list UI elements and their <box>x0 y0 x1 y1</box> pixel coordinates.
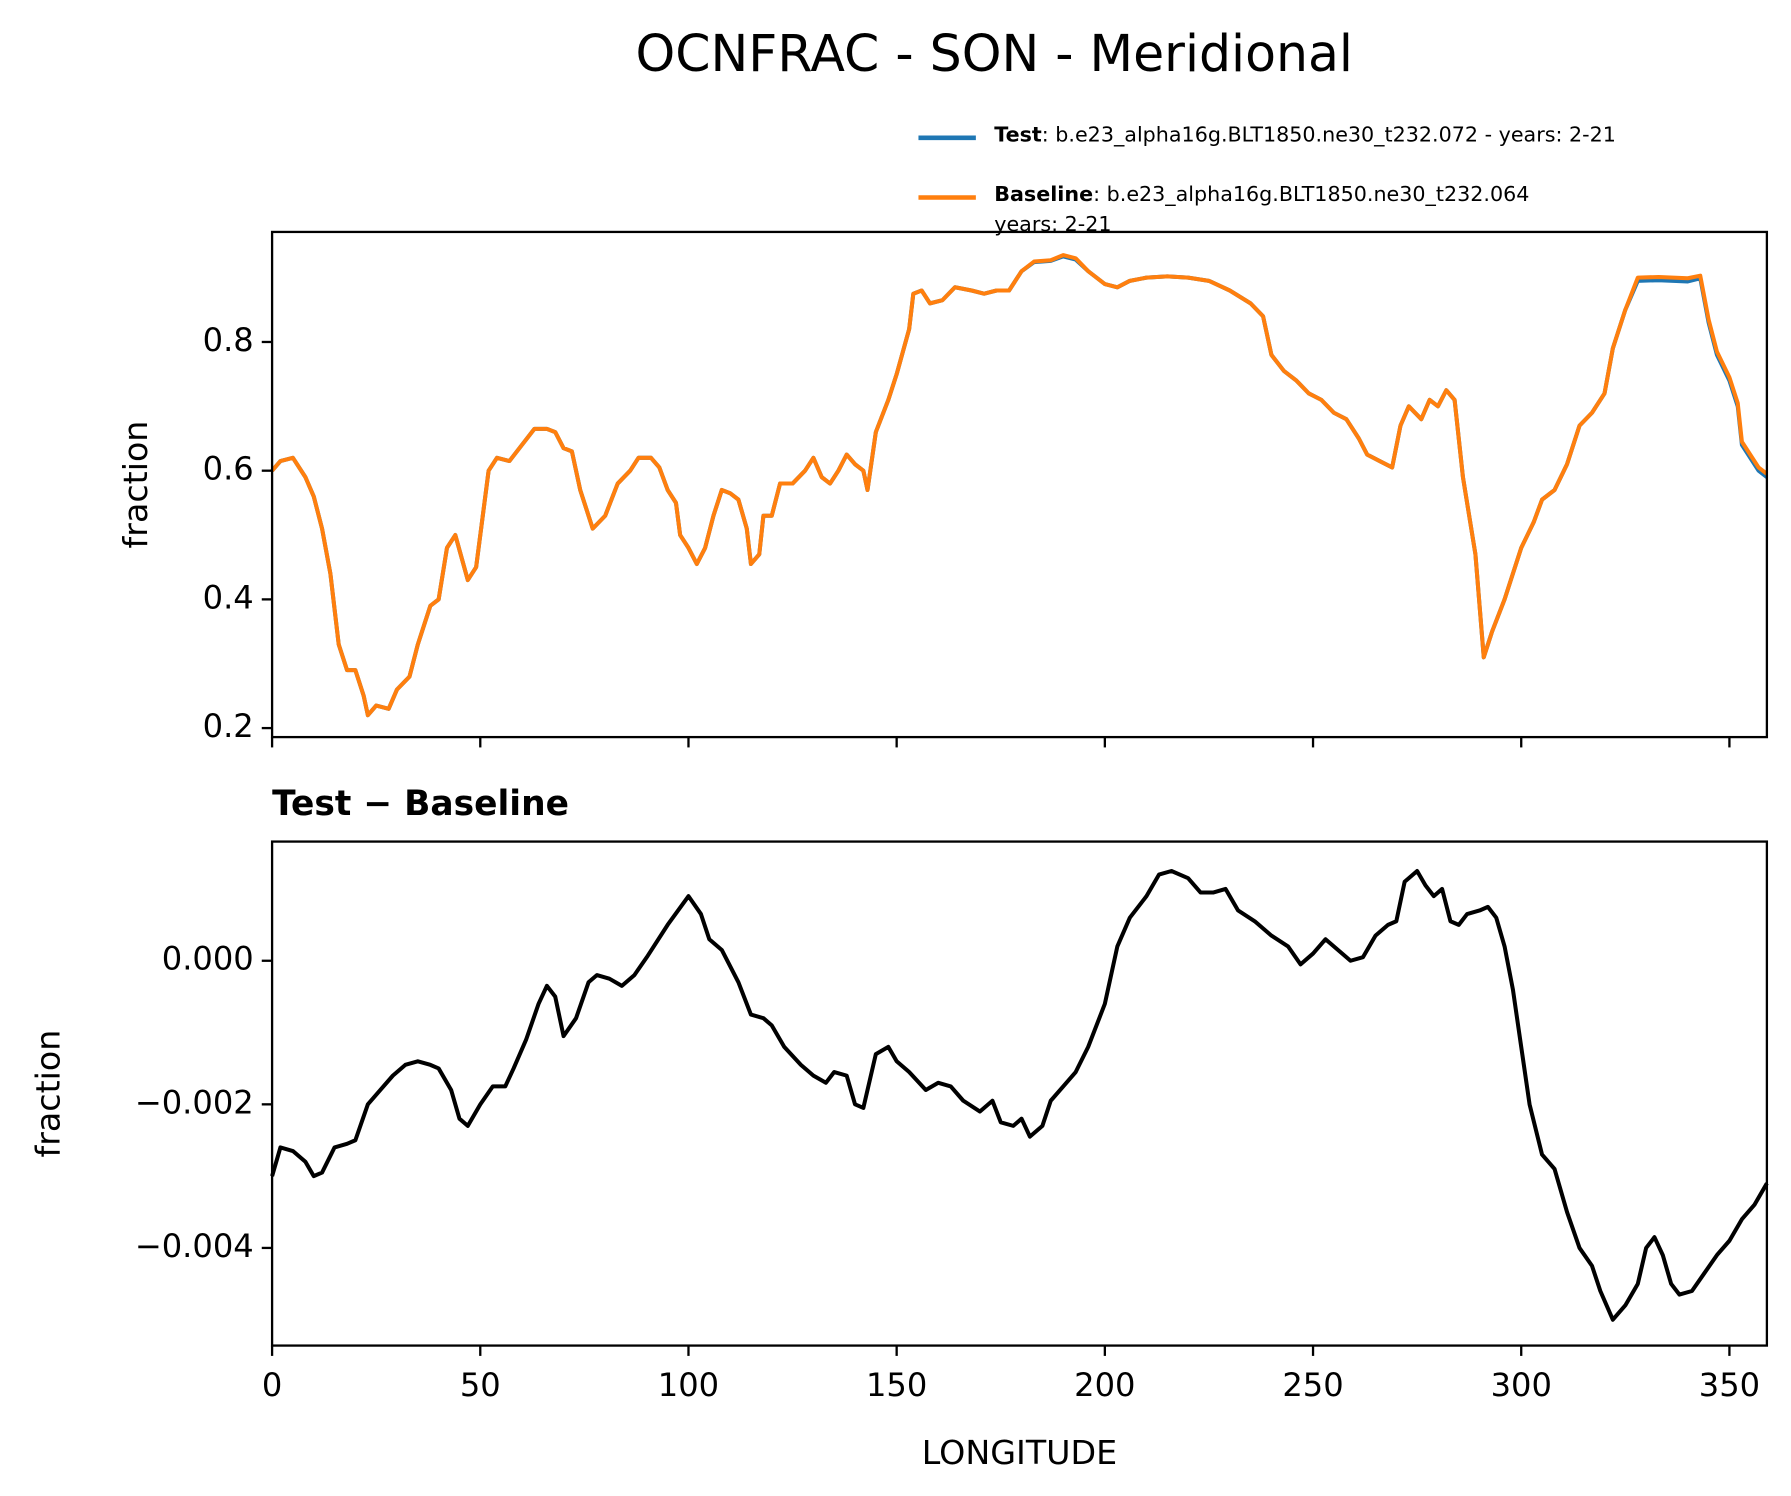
y-tick-label: 0.2 <box>203 707 254 745</box>
y-axis-label: fraction <box>29 1030 68 1158</box>
x-tick-label: 150 <box>866 1366 927 1404</box>
y-tick-label: 0.6 <box>203 450 254 488</box>
data-line <box>270 253 1769 718</box>
axes-frame <box>270 230 1769 739</box>
y-tick-label: 0.4 <box>203 578 254 616</box>
legend-description: : b.e23_alpha16g.BLT1850.ne30_t232.072 -… <box>1042 123 1616 147</box>
axes-frame <box>270 840 1769 1347</box>
x-axis-label: LONGITUDE <box>922 1433 1117 1472</box>
y-axis-label: fraction <box>116 421 155 549</box>
x-tick-label: 350 <box>1699 1366 1760 1404</box>
legend-description-line2: years: 2-21 <box>994 212 1111 236</box>
legend-label: Baseline: b.e23_alpha16g.BLT1850.ne30_t2… <box>994 182 1529 206</box>
x-tick-label: 100 <box>658 1366 719 1404</box>
y-tick-label: −0.002 <box>135 1083 254 1121</box>
data-line <box>270 254 1769 718</box>
x-tick-label: 200 <box>1074 1366 1135 1404</box>
y-tick-label: 0.000 <box>162 940 254 978</box>
x-tick-label: 50 <box>460 1366 501 1404</box>
figure-title: OCNFRAC - SON - Meridional <box>636 24 1353 83</box>
y-tick-label: 0.8 <box>203 321 254 359</box>
x-tick-label: 300 <box>1491 1366 1552 1404</box>
x-tick-label: 250 <box>1282 1366 1343 1404</box>
legend-name: Baseline <box>994 182 1093 206</box>
data-line <box>270 868 1769 1322</box>
x-tick-label: 0 <box>262 1366 282 1404</box>
subplot-title: Test − Baseline <box>272 784 569 824</box>
y-tick-label: −0.004 <box>135 1227 254 1265</box>
legend-name: Test <box>994 123 1042 147</box>
legend-label: Test: b.e23_alpha16g.BLT1850.ne30_t232.0… <box>994 123 1616 147</box>
legend-description: : b.e23_alpha16g.BLT1850.ne30_t232.064 <box>1093 182 1529 206</box>
